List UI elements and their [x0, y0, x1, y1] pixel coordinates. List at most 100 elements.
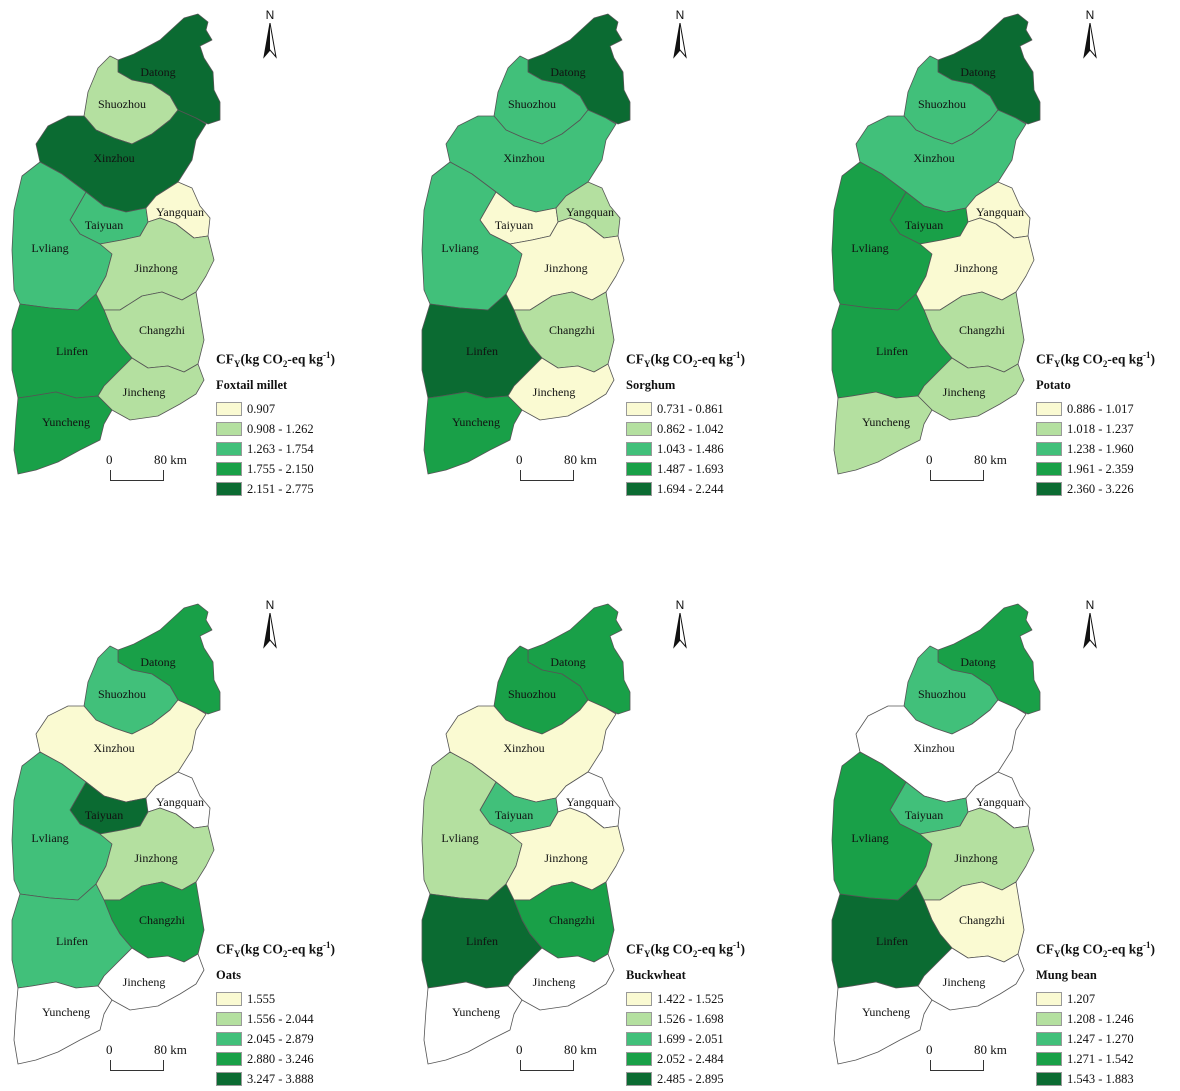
city-label-xinzhou: Xinzhou — [913, 151, 954, 165]
legend-unit-sub: 2 — [282, 949, 288, 960]
legend-unit-sup: -1 — [1143, 350, 1151, 360]
legend-title-main: CF — [1036, 351, 1054, 367]
city-label-xinzhou: Xinzhou — [93, 741, 134, 755]
city-label-lvliang: Lvliang — [441, 241, 478, 255]
legend-item: 1.238 - 1.960 — [1036, 439, 1180, 459]
city-label-shuozhou: Shuozhou — [98, 97, 146, 111]
legend-range-label: 3.247 - 3.888 — [247, 1071, 314, 1086]
legend-range-label: 2.052 - 2.484 — [657, 1051, 724, 1066]
legend-range-label: 1.208 - 1.246 — [1067, 1011, 1134, 1026]
region-jincheng — [917, 947, 1025, 1011]
legend-item: 0.908 - 1.262 — [216, 419, 386, 439]
north-arrow-icon — [1083, 23, 1097, 59]
north-arrow-icon — [673, 613, 687, 649]
province-map: Datong Shuozhou Xinzhou Taiyuan Yangquan Lvli… — [831, 603, 1041, 1065]
region-jincheng — [917, 357, 1025, 421]
legend-unit-pre: (kg CO — [240, 941, 283, 957]
city-label-linfen: Linfen — [56, 344, 88, 358]
legend-crop-name: Potato — [1036, 378, 1071, 393]
legend-range-label: 1.961 - 2.359 — [1067, 461, 1134, 476]
legend-unit-mid: -eq kg — [1107, 941, 1144, 957]
legend-swatch — [216, 992, 242, 1007]
city-label-linfen: Linfen — [876, 344, 908, 358]
legend-swatch — [626, 1032, 652, 1047]
legend-swatch — [626, 1072, 652, 1087]
legend-unit-pre: (kg CO — [650, 351, 693, 367]
scale-line — [110, 1060, 164, 1071]
scale-bar: 0 80 km — [106, 1042, 187, 1078]
north-label: N — [265, 598, 275, 612]
legend-item: 2.151 - 2.775 — [216, 479, 386, 499]
city-label-datong: Datong — [140, 65, 175, 79]
scale-zero-label: 0 — [106, 1042, 113, 1057]
legend-unit-post: ) — [1150, 351, 1156, 367]
city-label-linfen: Linfen — [876, 934, 908, 948]
north-arrow: N — [670, 8, 690, 63]
city-label-taiyuan: Taiyuan — [85, 218, 123, 232]
legend-unit-sup: -1 — [733, 940, 741, 950]
legend-crop-name: Mung bean — [1036, 968, 1097, 983]
legend-range-label: 2.151 - 2.775 — [247, 481, 314, 496]
legend-unit-mid: -eq kg — [1107, 351, 1144, 367]
scale-distance-label: 80 km — [154, 1042, 187, 1057]
legend-crop-name: Buckwheat — [626, 968, 686, 983]
city-label-datong: Datong — [140, 655, 175, 669]
north-arrow-icon — [263, 613, 277, 649]
legend-unit-mid: -eq kg — [287, 941, 324, 957]
legend-swatch — [1036, 482, 1062, 497]
city-label-yangquan: Yangquan — [156, 205, 204, 219]
legend-swatch — [626, 462, 652, 477]
legend-unit-mid: -eq kg — [697, 941, 734, 957]
city-label-lvliang: Lvliang — [851, 831, 888, 845]
legend-item: 1.755 - 2.150 — [216, 459, 386, 479]
legend-swatch — [1036, 992, 1062, 1007]
legend-item: 1.699 - 2.051 — [626, 1029, 796, 1049]
legend-item: 2.045 - 2.879 — [216, 1029, 386, 1049]
scale-line — [110, 470, 164, 481]
province-map: Datong Shuozhou Xinzhou Taiyuan Yangquan Lvli… — [11, 603, 221, 1065]
legend-title: CFY(kg CO2-eq kg-1) — [626, 350, 796, 369]
legend-item: 1.555 — [216, 989, 386, 1009]
legend-crop-name: Foxtail millet — [216, 378, 288, 393]
legend-range-label: 0.862 - 1.042 — [657, 421, 724, 436]
map-panel-foxtail-millet: Datong Shuozhou Xinzhou Taiyuan Yangquan Lvli… — [0, 0, 390, 500]
city-label-yangquan: Yangquan — [976, 205, 1024, 219]
city-label-yangquan: Yangquan — [566, 205, 614, 219]
city-label-jincheng: Jincheng — [123, 385, 166, 399]
north-label: N — [675, 598, 685, 612]
legend-swatch — [1036, 1012, 1062, 1027]
legend-title-sub: Y — [234, 359, 241, 370]
legend-range-label: 1.543 - 1.883 — [1067, 1071, 1134, 1086]
legend-unit-sup: -1 — [1143, 940, 1151, 950]
legend-range-label: 1.487 - 1.693 — [657, 461, 724, 476]
legend-range-label: 2.485 - 2.895 — [657, 1071, 724, 1086]
legend-title-sub: Y — [644, 359, 651, 370]
legend-range-label: 1.699 - 2.051 — [657, 1031, 724, 1046]
legend-range-label: 2.880 - 3.246 — [247, 1051, 314, 1066]
legend: CFY(kg CO2-eq kg-1) Foxtail millet 0.907 0.… — [216, 350, 386, 499]
legend-range-label: 1.755 - 2.150 — [247, 461, 314, 476]
north-label: N — [1085, 598, 1095, 612]
legend-swatch — [626, 402, 652, 417]
province-map: Datong Shuozhou Xinzhou Taiyuan Yangquan Lvli… — [421, 603, 631, 1065]
map-panel-sorghum: Datong Shuozhou Xinzhou Taiyuan Yangquan Lvli… — [410, 0, 800, 500]
legend-range-label: 1.043 - 1.486 — [657, 441, 724, 456]
region-yuncheng — [423, 391, 523, 475]
legend-item: 1.961 - 2.359 — [1036, 459, 1180, 479]
city-label-taiyuan: Taiyuan — [495, 218, 533, 232]
legend-swatch — [216, 462, 242, 477]
legend-item: 2.485 - 2.895 — [626, 1069, 796, 1089]
region-yuncheng — [833, 391, 933, 475]
legend-unit-sub: 2 — [1102, 949, 1108, 960]
scale-bar: 0 80 km — [926, 1042, 1007, 1078]
region-jincheng — [507, 357, 615, 421]
legend-range-label: 2.360 - 3.226 — [1067, 481, 1134, 496]
legend: CFY(kg CO2-eq kg-1) Sorghum 0.731 - 0.861 0… — [626, 350, 796, 499]
legend-item: 1.018 - 1.237 — [1036, 419, 1180, 439]
legend-swatch — [626, 482, 652, 497]
legend-swatch — [1036, 1032, 1062, 1047]
legend-range-label: 1.263 - 1.754 — [247, 441, 314, 456]
city-label-yangquan: Yangquan — [156, 795, 204, 809]
city-label-changzhi: Changzhi — [549, 913, 596, 927]
